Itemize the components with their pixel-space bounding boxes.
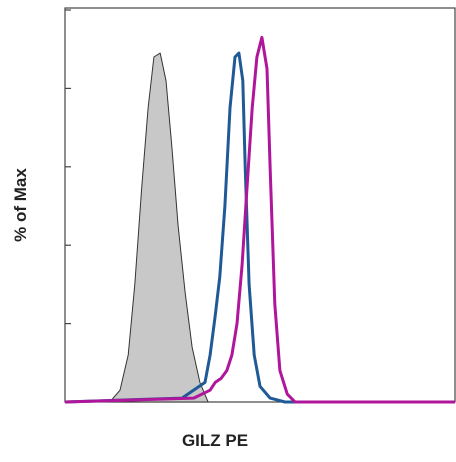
control-histogram bbox=[109, 52, 209, 403]
histogram-line bbox=[64, 35, 455, 404]
y-axis-label: % of Max bbox=[11, 168, 30, 242]
x-axis-label: GILZ PE bbox=[182, 431, 248, 450]
histogram-line bbox=[64, 51, 455, 404]
plot-frame bbox=[64, 7, 456, 403]
